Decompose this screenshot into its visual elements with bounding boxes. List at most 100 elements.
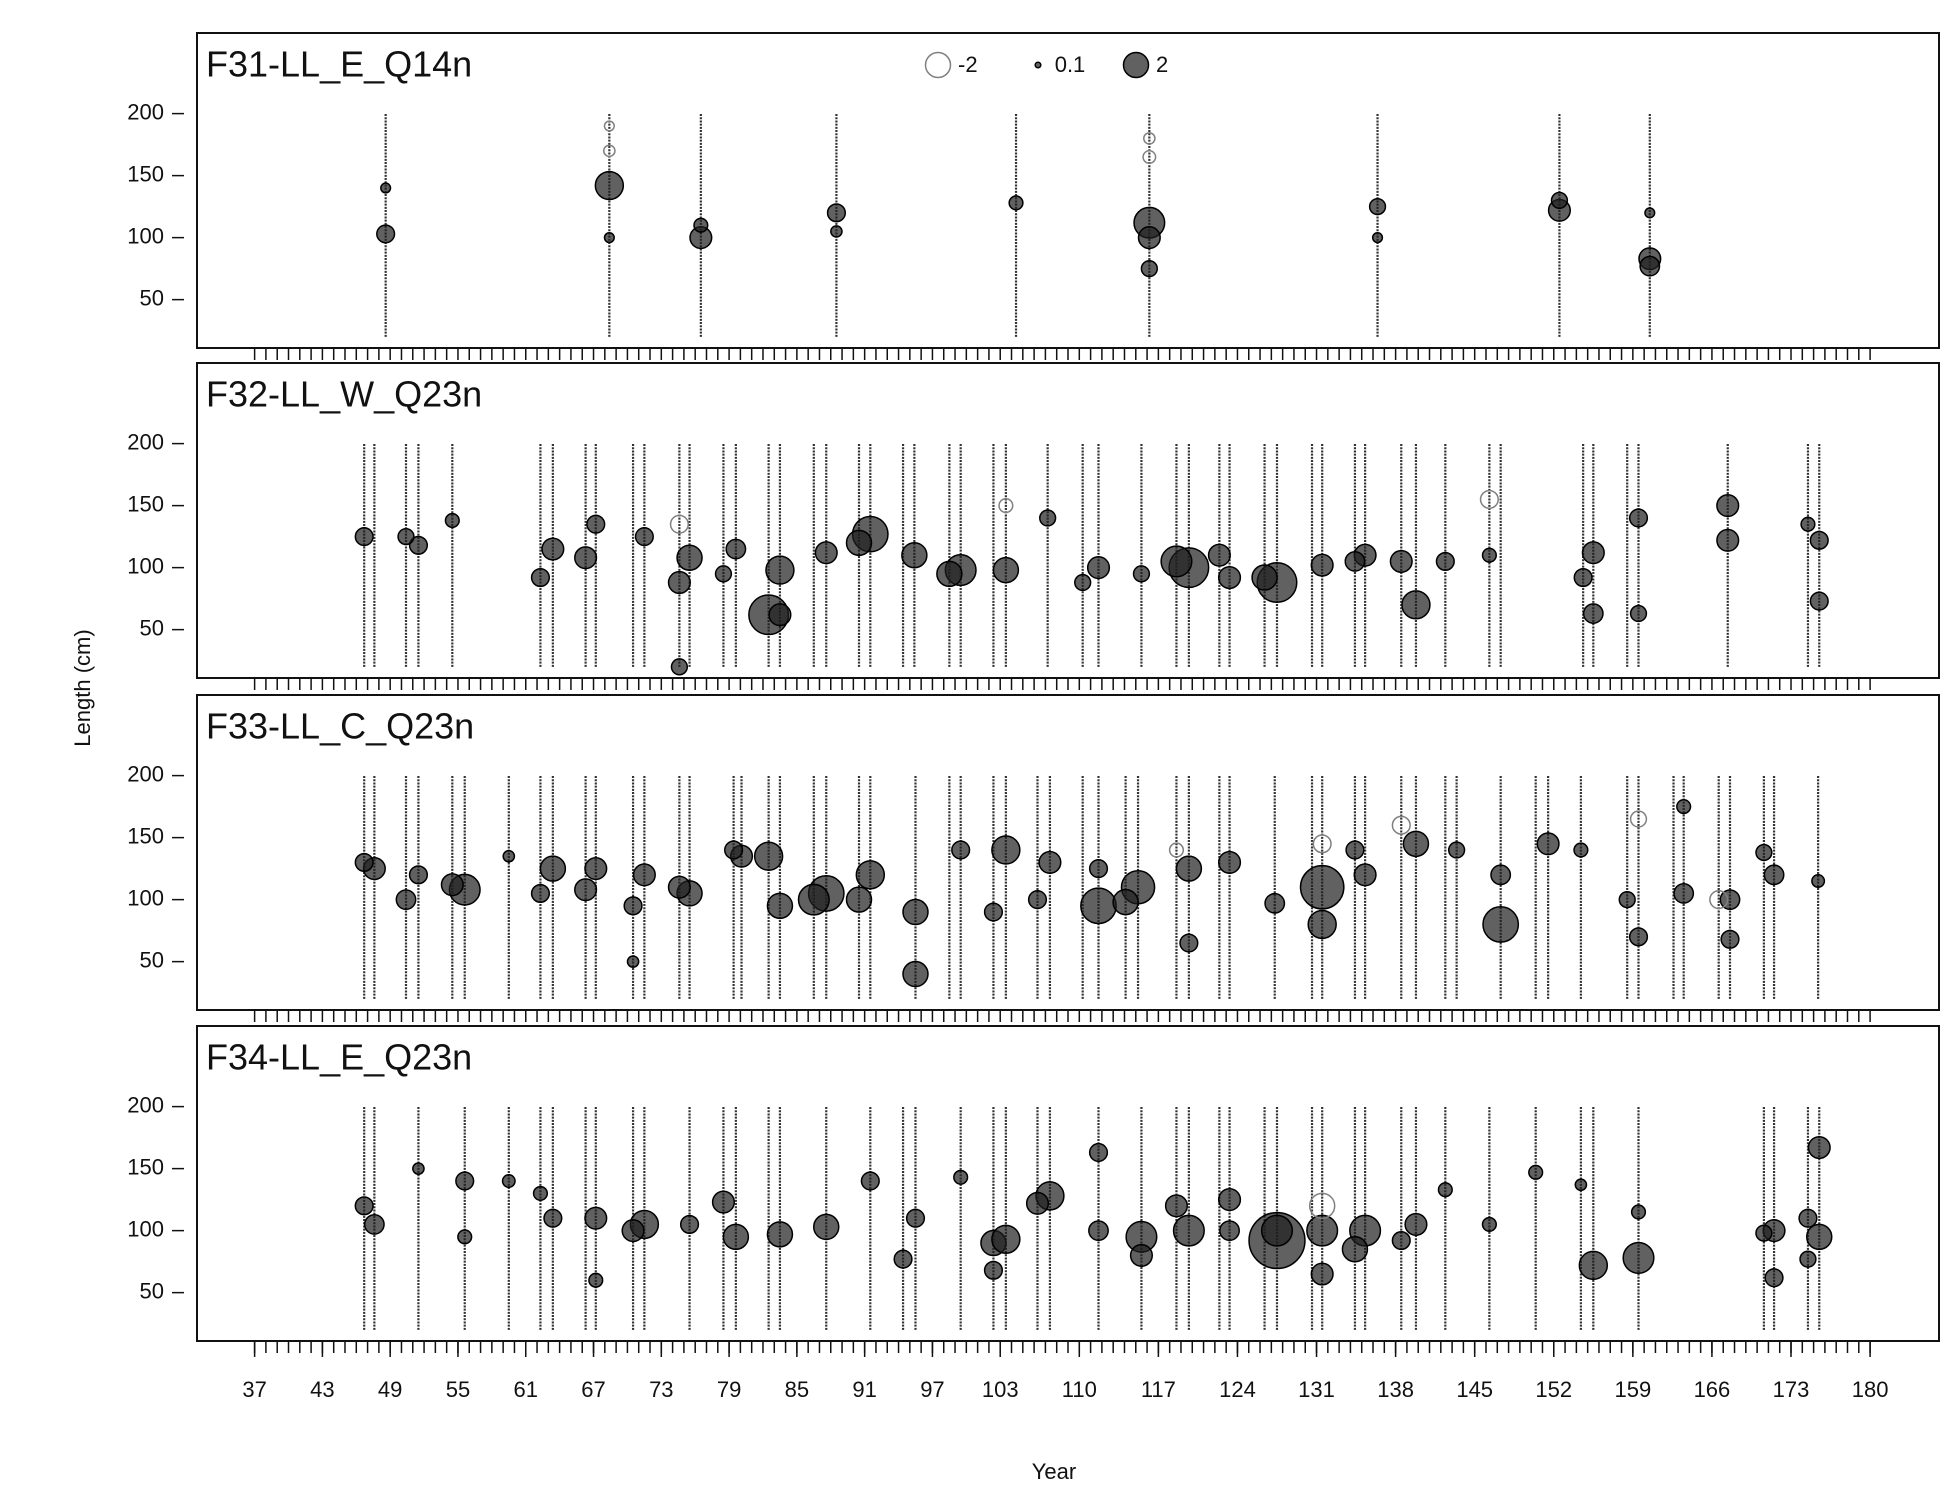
x-tick-label: 43	[310, 1377, 334, 1402]
positive-bubble	[1639, 255, 1661, 277]
x-tick-label: 97	[920, 1377, 944, 1402]
positive-bubble	[1764, 1268, 1784, 1288]
positive-bubble	[1628, 927, 1649, 947]
positive-bubble	[395, 889, 417, 911]
positive-bubble	[1391, 1230, 1411, 1251]
positive-bubble	[440, 873, 464, 897]
positive-bubble	[376, 224, 396, 244]
positive-bubble	[991, 1224, 1021, 1255]
positive-bubble	[541, 537, 565, 561]
positive-bubble	[584, 1206, 608, 1230]
x-tick-label: 180	[1852, 1377, 1889, 1402]
positive-bubble	[1435, 551, 1455, 572]
positive-bubble	[1310, 553, 1334, 577]
positive-bubble	[1536, 832, 1560, 856]
positive-bubble	[1172, 1214, 1205, 1247]
positive-bubble	[363, 1213, 385, 1235]
positive-bubble	[860, 1171, 880, 1191]
x-tick-label: 79	[717, 1377, 741, 1402]
legend-marker	[924, 51, 952, 79]
positive-bubble	[1217, 1188, 1242, 1212]
positive-bubble	[667, 570, 691, 595]
x-tick-label: 152	[1535, 1377, 1572, 1402]
negative-bubble	[998, 498, 1014, 514]
y-tick-label: 150	[127, 161, 164, 186]
positive-bubble	[1160, 545, 1193, 578]
negative-bubble	[1479, 489, 1499, 510]
positive-bubble	[1039, 509, 1057, 527]
positive-bubble	[1086, 556, 1111, 580]
positive-bubble	[588, 1272, 604, 1288]
positive-bubble	[845, 886, 873, 913]
x-axis-title: Year	[1032, 1459, 1076, 1484]
positive-bubble	[354, 1196, 374, 1216]
negative-bubble	[603, 144, 616, 158]
positive-bubble	[766, 1221, 794, 1248]
positive-bubble	[1341, 1235, 1369, 1263]
positive-bubble	[603, 232, 615, 244]
positive-bubble	[455, 1171, 475, 1191]
y-tick-label: 200	[127, 1092, 164, 1117]
positive-bubble	[1482, 906, 1520, 943]
positive-bubble	[1581, 541, 1605, 565]
positive-bubble	[539, 855, 567, 882]
positive-bubble	[634, 527, 654, 547]
positive-bubble	[1490, 864, 1512, 886]
positive-bubble	[1806, 1223, 1833, 1251]
y-tick-label: 100	[127, 223, 164, 248]
positive-bubble	[1299, 864, 1345, 910]
positive-bubble	[574, 546, 598, 570]
positive-bubble	[1389, 549, 1413, 574]
legend-label: 0.1	[1055, 52, 1086, 77]
positive-bubble	[1008, 195, 1024, 211]
positive-bubble	[354, 852, 374, 873]
positive-bubble	[530, 883, 551, 904]
x-tick-label: 49	[378, 1377, 402, 1402]
positive-bubble	[714, 565, 733, 583]
negative-bubble	[603, 120, 615, 132]
y-tick-label: 150	[127, 491, 164, 516]
positive-bubble	[902, 898, 929, 926]
positive-bubble	[1716, 528, 1740, 552]
x-tick-label: 124	[1219, 1377, 1256, 1402]
negative-bubble	[1308, 1192, 1336, 1220]
x-tick-label: 85	[785, 1377, 809, 1402]
positive-bubble	[1353, 863, 1377, 887]
negative-bubble	[1312, 834, 1332, 854]
x-tick-label: 103	[982, 1377, 1019, 1402]
positive-bubble	[1799, 1250, 1817, 1268]
positive-bubble	[1582, 603, 1604, 624]
positive-bubble	[812, 1213, 840, 1241]
positive-bubble	[1401, 590, 1431, 620]
panel-title: F31-LL_E_Q14n	[206, 44, 472, 85]
positive-bubble	[1217, 850, 1242, 874]
positive-bubble	[586, 514, 606, 534]
positive-bubble	[1080, 887, 1117, 925]
x-tick-label: 131	[1298, 1377, 1335, 1402]
legend-marker	[1034, 61, 1042, 69]
positive-bubble	[502, 849, 516, 863]
y-tick-label: 150	[127, 823, 164, 848]
positive-bubble	[1260, 1214, 1294, 1247]
positive-bubble	[1345, 840, 1365, 860]
positive-bubble	[826, 203, 846, 223]
panel-frame	[196, 694, 1940, 1011]
positive-bubble	[543, 1208, 563, 1228]
positive-bubble	[1622, 1241, 1655, 1274]
x-tick-label: 145	[1456, 1377, 1493, 1402]
x-tick-label: 55	[446, 1377, 470, 1402]
panel-frame	[196, 1025, 1940, 1342]
positive-bubble	[397, 527, 415, 546]
positive-bubble	[354, 527, 374, 547]
y-tick-label: 50	[140, 615, 164, 640]
positive-bubble	[623, 896, 643, 916]
positive-bubble	[1025, 1191, 1050, 1215]
negative-bubble	[1142, 150, 1157, 165]
positive-bubble	[725, 538, 747, 560]
positive-bubble	[1578, 1250, 1609, 1281]
y-tick-label: 100	[127, 885, 164, 910]
positive-bubble	[1755, 1224, 1773, 1242]
positive-bubble	[797, 883, 830, 916]
positive-bubble	[902, 960, 929, 988]
positive-bubble	[1809, 591, 1829, 611]
